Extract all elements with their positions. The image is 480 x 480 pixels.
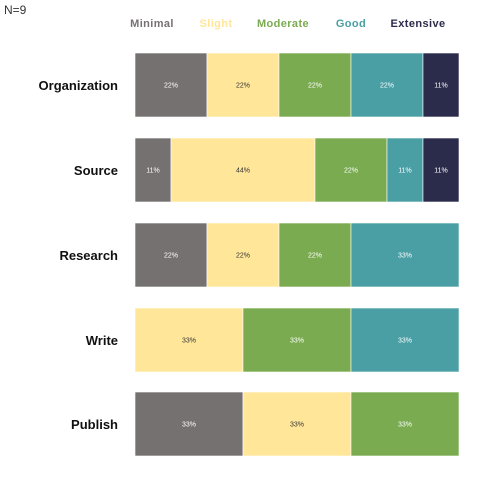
sample-size-label: N=9 bbox=[4, 3, 27, 17]
data-label-organization-moderate: 22% bbox=[308, 83, 322, 90]
bar-source-extensive bbox=[422, 137, 460, 203]
category-label-research: Research bbox=[59, 248, 118, 263]
category-label-organization: Organization bbox=[39, 78, 119, 93]
data-label-source-minimal: 11% bbox=[146, 168, 160, 175]
data-label-research-minimal: 22% bbox=[164, 253, 178, 260]
data-label-source-good: 11% bbox=[398, 168, 412, 175]
data-label-publish-minimal: 33% bbox=[182, 422, 196, 429]
bar-research-minimal bbox=[134, 222, 208, 288]
bar-source-minimal bbox=[134, 137, 172, 203]
data-label-research-good: 33% bbox=[398, 253, 412, 260]
data-label-organization-good: 22% bbox=[380, 83, 394, 90]
data-label-write-good: 33% bbox=[398, 338, 412, 345]
legend-extensive: Extensive bbox=[391, 18, 446, 30]
bar-source-slight bbox=[170, 137, 316, 203]
bar-organization-good bbox=[350, 52, 424, 118]
category-label-publish: Publish bbox=[71, 417, 118, 432]
data-label-write-moderate: 33% bbox=[290, 338, 304, 345]
data-label-organization-slight: 22% bbox=[236, 83, 250, 90]
bar-research-moderate bbox=[278, 222, 352, 288]
bar-organization-extensive bbox=[422, 52, 460, 118]
bar-source-good bbox=[386, 137, 424, 203]
data-label-publish-slight: 33% bbox=[290, 422, 304, 429]
bar-write-good bbox=[350, 307, 460, 373]
bar-publish-moderate bbox=[350, 391, 460, 457]
data-label-organization-minimal: 22% bbox=[164, 83, 178, 90]
bar-research-good bbox=[350, 222, 460, 288]
data-label-publish-moderate: 33% bbox=[398, 422, 412, 429]
data-label-research-slight: 22% bbox=[236, 253, 250, 260]
data-label-source-moderate: 22% bbox=[344, 168, 358, 175]
bar-publish-minimal bbox=[134, 391, 244, 457]
data-label-source-slight: 44% bbox=[236, 168, 250, 175]
data-label-organization-extensive: 11% bbox=[434, 83, 448, 90]
bar-write-slight bbox=[134, 307, 244, 373]
bar-organization-slight bbox=[206, 52, 280, 118]
data-label-research-moderate: 22% bbox=[308, 253, 322, 260]
category-label-source: Source bbox=[74, 163, 118, 178]
category-label-write: Write bbox=[86, 333, 118, 348]
legend-slight: Slight bbox=[200, 18, 233, 30]
legend-minimal: Minimal bbox=[130, 18, 174, 30]
bar-source-moderate bbox=[314, 137, 388, 203]
data-label-source-extensive: 11% bbox=[434, 168, 448, 175]
legend-good: Good bbox=[336, 18, 366, 30]
data-label-write-slight: 33% bbox=[182, 338, 196, 345]
bar-research-slight bbox=[206, 222, 280, 288]
bar-publish-slight bbox=[242, 391, 352, 457]
legend-moderate: Moderate bbox=[257, 18, 309, 30]
